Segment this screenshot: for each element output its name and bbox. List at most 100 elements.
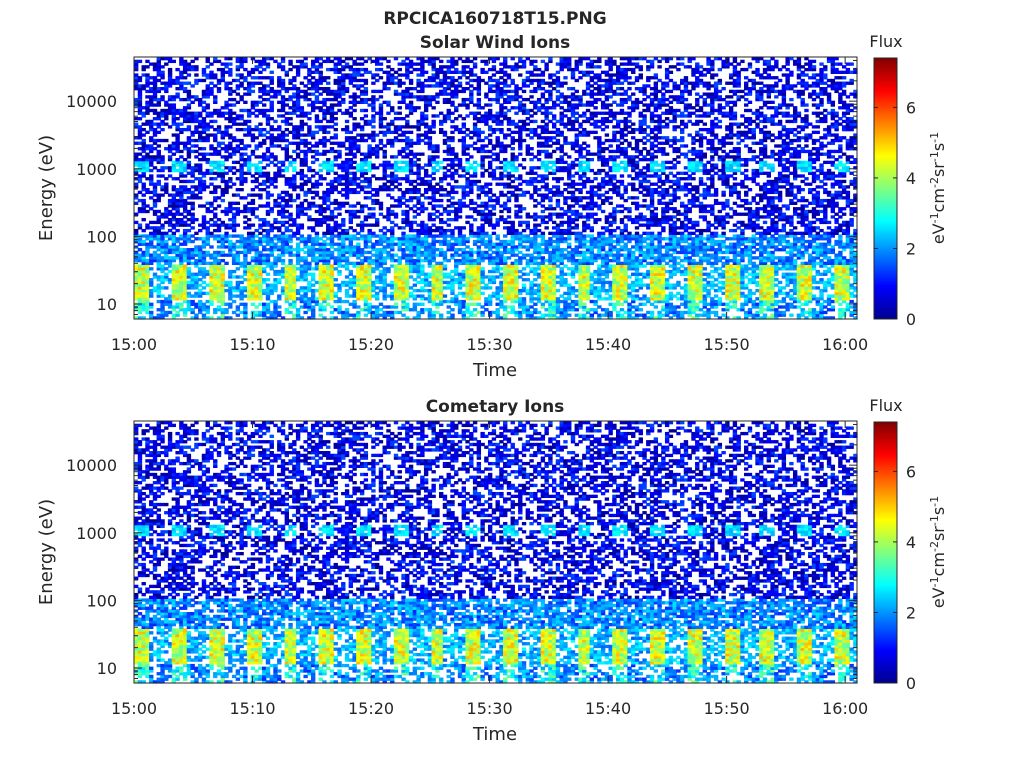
heatmap-cell <box>359 152 365 156</box>
heatmap-cell <box>341 234 346 238</box>
heatmap-cell <box>243 267 248 271</box>
heatmap-cell <box>149 283 154 287</box>
heatmap-cell <box>371 193 376 197</box>
heatmap-cell <box>386 310 391 315</box>
heatmap-cell <box>356 256 361 260</box>
heatmap-cell <box>277 220 282 225</box>
heatmap-cell <box>359 220 365 225</box>
heatmap-cell <box>416 253 421 257</box>
heatmap-cell <box>194 111 199 115</box>
heatmap-cell <box>209 177 214 181</box>
heatmap-cell <box>284 275 289 279</box>
heatmap-cell <box>382 275 387 279</box>
heatmap-cell <box>284 248 289 252</box>
heatmap-cell <box>265 239 271 244</box>
heatmap-cell <box>137 168 143 173</box>
heatmap-cell <box>141 294 146 298</box>
heatmap-cell <box>446 84 451 88</box>
heatmap-cell <box>318 174 323 178</box>
heatmap-cell <box>190 196 195 200</box>
heatmap-cell <box>167 166 173 170</box>
heatmap-cell <box>134 228 139 233</box>
heatmap-cell <box>378 239 384 244</box>
heatmap-cell <box>198 269 203 274</box>
heatmap-cell <box>386 294 391 298</box>
heatmap-cell <box>405 291 410 296</box>
heatmap-cell <box>265 76 271 80</box>
heatmap-cell <box>439 179 444 184</box>
heatmap-cell <box>401 155 406 159</box>
heatmap-cell <box>454 294 459 298</box>
heatmap-cell <box>262 267 267 271</box>
heatmap-cell <box>175 117 180 121</box>
heatmap-cell <box>322 166 327 170</box>
heatmap-cell <box>171 111 177 115</box>
heatmap-cell <box>171 291 177 296</box>
heatmap-cell <box>209 288 214 293</box>
heatmap-cell <box>469 97 474 102</box>
heatmap-cell <box>333 248 338 252</box>
heatmap-cell <box>454 59 459 64</box>
heatmap-cell <box>152 231 158 235</box>
heatmap-cell <box>254 242 259 246</box>
heatmap-cell <box>190 220 195 225</box>
heatmap-cell <box>457 127 463 132</box>
heatmap-cell <box>310 313 316 317</box>
heatmap-cell <box>450 283 455 287</box>
heatmap-cell <box>378 242 384 246</box>
heatmap-cell <box>446 59 451 64</box>
heatmap-cell <box>201 70 207 74</box>
heatmap-cell <box>231 286 237 290</box>
heatmap-cell <box>457 84 463 88</box>
heatmap-cell <box>318 302 323 306</box>
heatmap-cell <box>359 133 365 137</box>
heatmap-cell <box>461 250 466 255</box>
heatmap-cell <box>318 245 323 249</box>
heatmap-cell <box>179 302 184 306</box>
heatmap-cell <box>322 308 327 312</box>
heatmap-cell <box>390 119 395 124</box>
heatmap-cell <box>299 95 305 99</box>
heatmap-cell <box>401 308 406 312</box>
heatmap-cell <box>333 220 338 225</box>
heatmap-cell <box>337 305 342 309</box>
heatmap-cell <box>149 62 154 66</box>
heatmap-cell <box>190 168 195 173</box>
heatmap-cell <box>382 185 387 189</box>
heatmap-cell <box>310 245 316 249</box>
heatmap-cell <box>269 250 274 255</box>
heatmap-cell <box>175 256 180 260</box>
heatmap-cell <box>182 256 188 260</box>
heatmap-cell <box>231 193 237 197</box>
heatmap-cell <box>167 256 173 260</box>
heatmap-cell <box>472 278 478 282</box>
heatmap-cell <box>408 70 414 74</box>
heatmap-cell <box>216 267 222 271</box>
heatmap-cell <box>356 122 361 126</box>
heatmap-cell <box>175 288 180 293</box>
heatmap-cell <box>348 242 354 246</box>
heatmap-cell <box>446 100 451 104</box>
heatmap-cell <box>329 108 335 113</box>
heatmap-cell <box>386 239 391 244</box>
heatmap-cell <box>284 226 289 230</box>
heatmap-cell <box>262 171 267 175</box>
heatmap-cell <box>393 117 399 121</box>
heatmap-cell <box>329 239 335 244</box>
heatmap-cell <box>179 179 184 184</box>
heatmap-cell <box>288 111 293 115</box>
heatmap-cell <box>273 59 278 64</box>
heatmap-cell <box>352 215 357 219</box>
heatmap-cell <box>423 275 429 279</box>
heatmap-cell <box>363 275 369 279</box>
heatmap-cell <box>450 174 455 178</box>
heatmap-cell <box>408 138 414 143</box>
heatmap-cell <box>194 286 199 290</box>
heatmap-cell <box>397 286 402 290</box>
heatmap-cell <box>341 201 346 205</box>
heatmap-cell <box>201 237 207 241</box>
heatmap-cell <box>405 73 410 77</box>
heatmap-cell <box>390 179 395 184</box>
heatmap-cell <box>408 78 414 83</box>
